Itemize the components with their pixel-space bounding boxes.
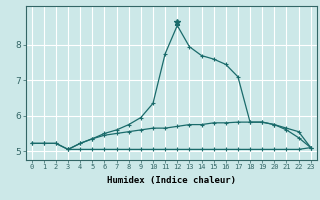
X-axis label: Humidex (Indice chaleur): Humidex (Indice chaleur) [107, 176, 236, 185]
